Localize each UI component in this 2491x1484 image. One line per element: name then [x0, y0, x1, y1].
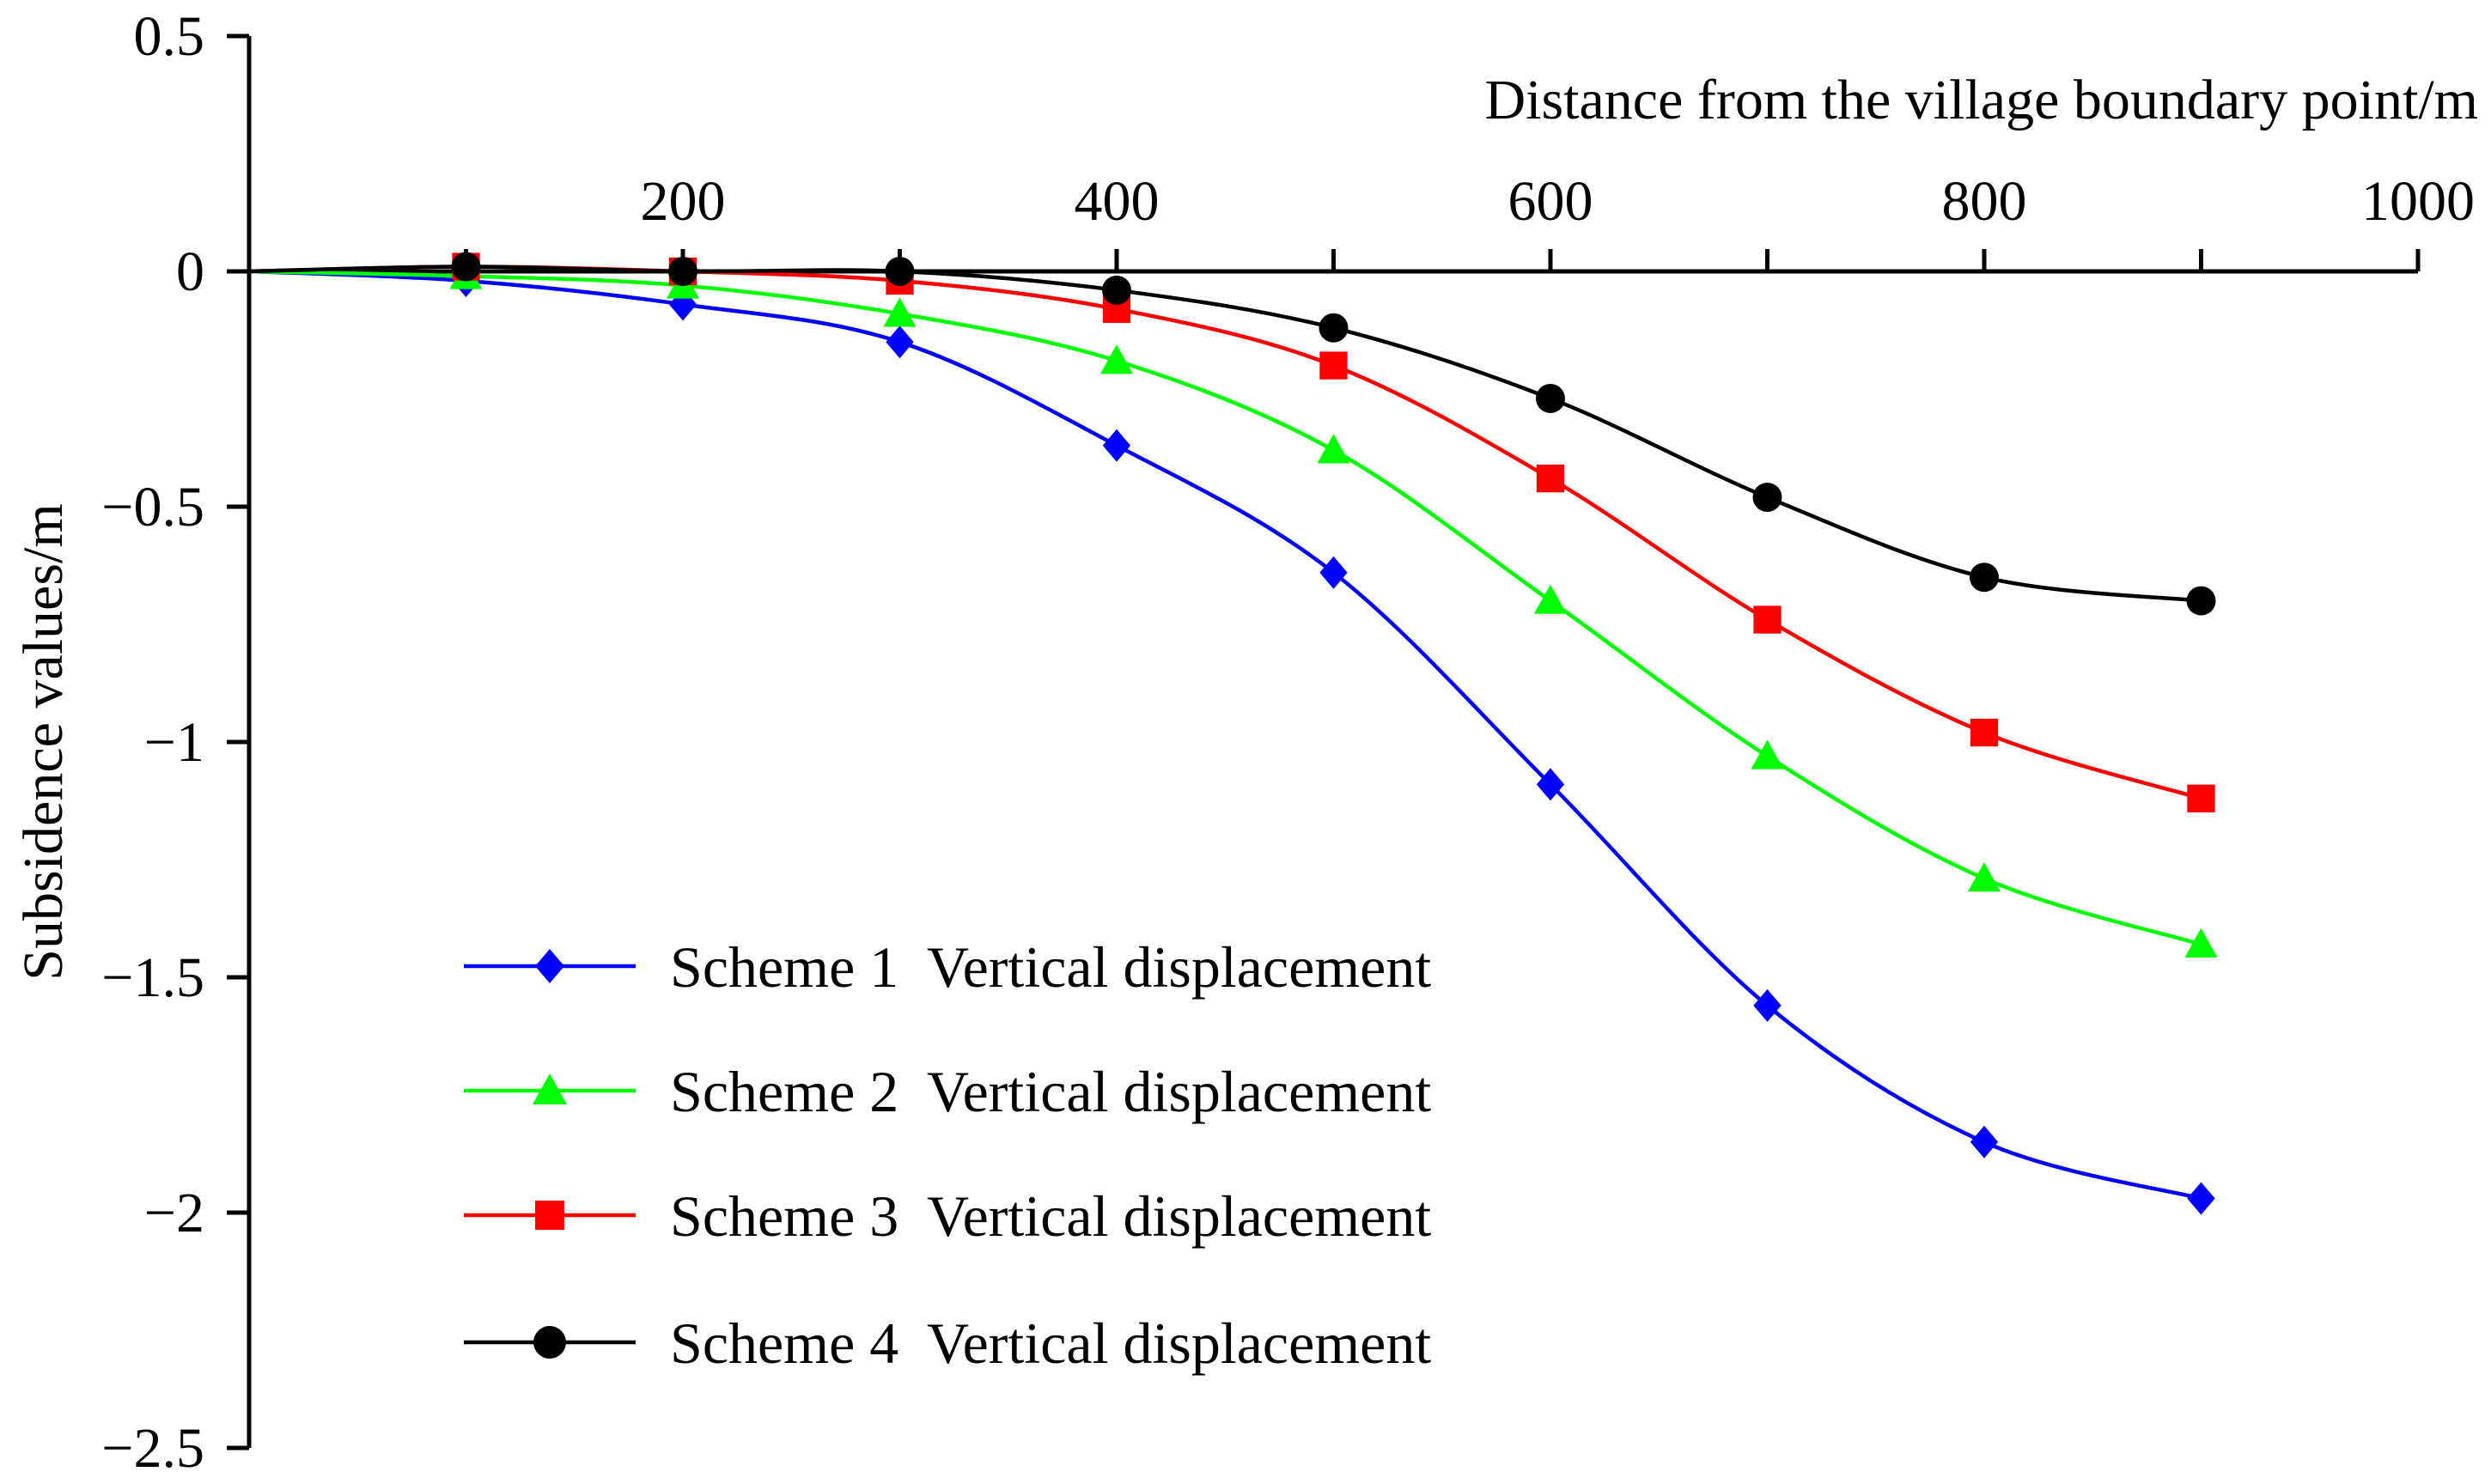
- legend-label: Scheme 3 Vertical displacement: [670, 1183, 1431, 1249]
- data-point-marker: [1753, 988, 1781, 1022]
- legend-marker: [533, 1326, 566, 1359]
- data-point-marker: [1751, 739, 1784, 769]
- legend-marker: [535, 1201, 564, 1230]
- data-point-marker: [1968, 861, 2001, 892]
- x-tick-label: 600: [1508, 170, 1593, 233]
- data-point-marker: [2186, 586, 2216, 616]
- y-tick-label: −0.5: [101, 476, 204, 538]
- series-layer: [248, 252, 2218, 1215]
- y-tick-label: −1.5: [101, 946, 204, 1009]
- data-point-marker: [1534, 584, 1567, 614]
- y-tick-label: 0: [176, 240, 204, 303]
- axes: 0.5 0 −0.5 −1 −1.5 −2 −2.5 200 400 600 800 1000: [101, 5, 2475, 1480]
- data-point-marker: [1753, 605, 1781, 634]
- data-point-marker: [451, 252, 481, 282]
- y-axis-title: Subsidence values/m: [12, 503, 75, 980]
- legend: Scheme 1 Vertical displacement Scheme 2 V…: [464, 934, 1431, 1376]
- x-axis-title: Distance from the village boundary point…: [1484, 69, 2478, 131]
- data-point-marker: [1102, 275, 1131, 305]
- series-line: [248, 269, 2202, 946]
- data-point-marker: [1970, 718, 1999, 747]
- series-line: [248, 269, 2202, 1201]
- legend-item: Scheme 1 Vertical displacement: [464, 934, 1431, 1000]
- data-point-marker: [2184, 928, 2218, 958]
- legend-marker: [535, 949, 564, 983]
- data-point-marker: [1319, 351, 1348, 380]
- legend-marker: [533, 1073, 567, 1104]
- legend-item: Scheme 3 Vertical displacement: [464, 1183, 1431, 1249]
- data-point-marker: [1319, 313, 1349, 343]
- legend-label: Scheme 4 Vertical displacement: [670, 1311, 1431, 1376]
- data-point-marker: [1536, 383, 1565, 413]
- x-tick-label: 800: [1942, 170, 2027, 233]
- legend-item: Scheme 2 Vertical displacement: [464, 1059, 1431, 1124]
- data-point-marker: [1102, 429, 1131, 462]
- data-point-marker: [2187, 784, 2215, 812]
- data-point-marker: [1536, 464, 1565, 493]
- data-point-marker: [1970, 563, 1999, 593]
- series-1: [248, 264, 2215, 1215]
- data-point-marker: [668, 257, 697, 286]
- data-point-marker: [886, 325, 914, 359]
- legend-label: Scheme 2 Vertical displacement: [670, 1059, 1431, 1124]
- legend-label: Scheme 1 Vertical displacement: [670, 934, 1431, 1000]
- series-2: [248, 259, 2218, 958]
- data-point-marker: [883, 297, 917, 327]
- y-tick-label: −1: [144, 711, 204, 774]
- x-tick-label: 400: [1075, 170, 1160, 233]
- y-tick-label: −2.5: [101, 1417, 204, 1480]
- data-point-marker: [885, 257, 915, 286]
- data-point-marker: [2187, 1182, 2215, 1215]
- y-tick-label: 0.5: [134, 5, 205, 68]
- data-point-marker: [1970, 1125, 1999, 1159]
- data-point-marker: [1752, 483, 1782, 513]
- data-point-marker: [1536, 768, 1565, 801]
- series-3: [248, 252, 2215, 812]
- data-point-marker: [1319, 556, 1348, 589]
- data-point-marker: [1317, 434, 1350, 464]
- legend-item: Scheme 4 Vertical displacement: [464, 1311, 1431, 1376]
- series-line: [248, 265, 2202, 800]
- series-4: [248, 252, 2216, 616]
- y-tick-label: −2: [144, 1182, 204, 1244]
- x-tick-label: 1000: [2361, 170, 2475, 233]
- series-line: [248, 265, 2202, 603]
- data-point-marker: [1100, 344, 1133, 374]
- x-tick-label: 200: [641, 170, 726, 233]
